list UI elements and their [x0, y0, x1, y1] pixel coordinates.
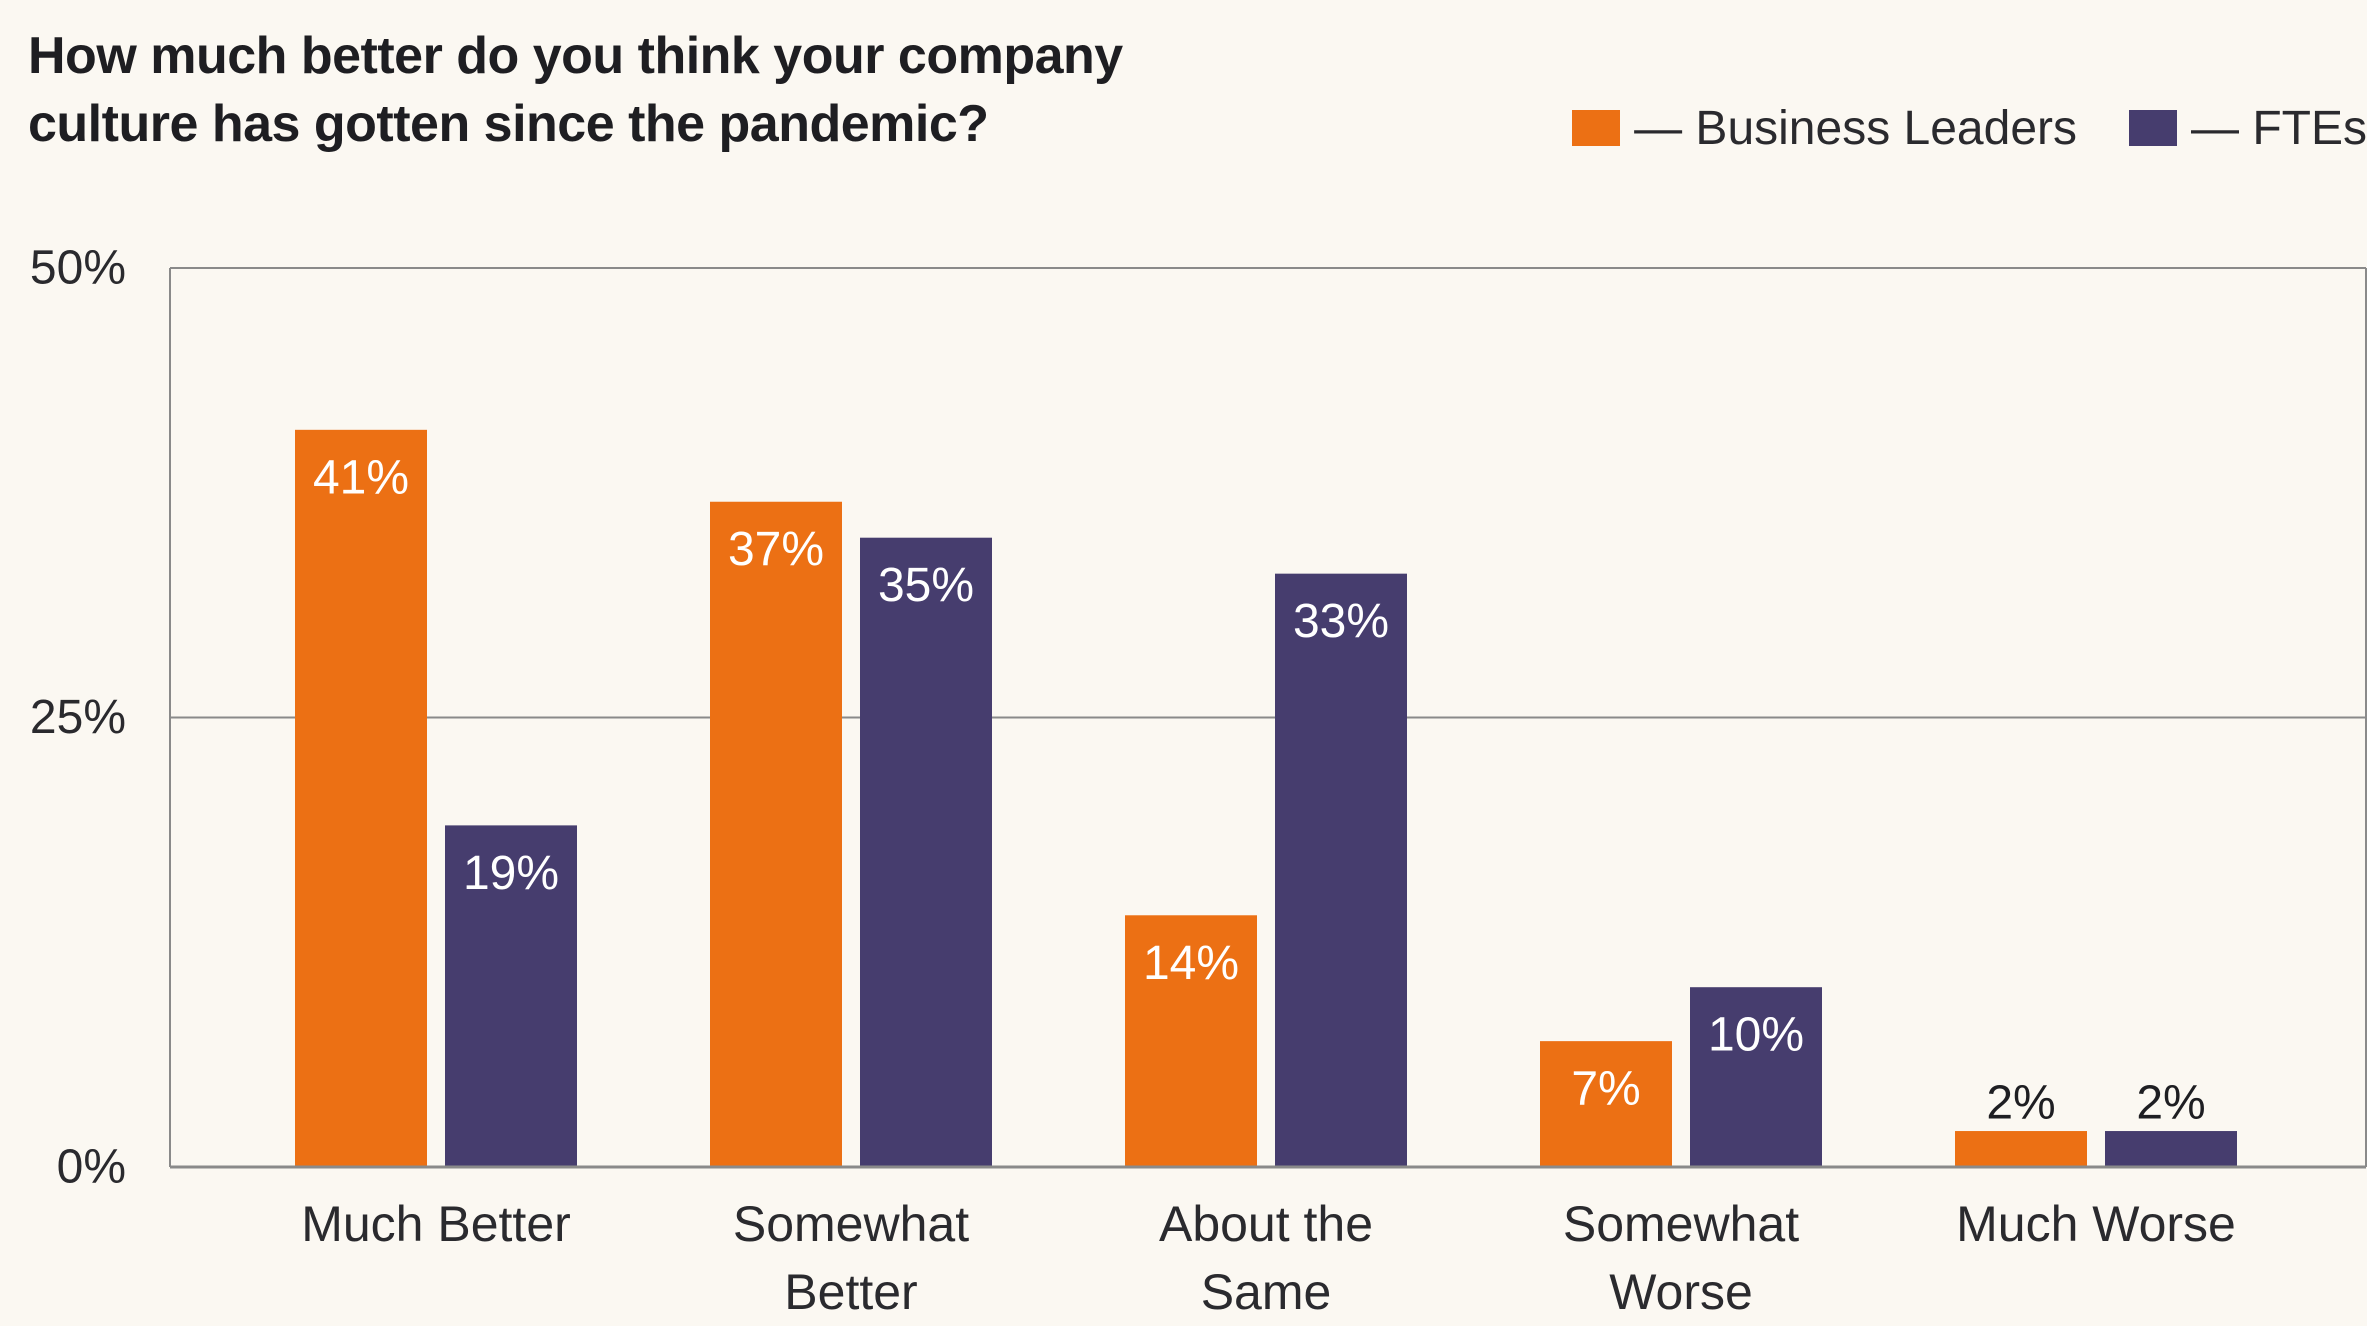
x-tick-label-3-line-0: Somewhat	[1563, 1196, 1799, 1252]
chart-title-line-2: culture has gotten since the pandemic?	[28, 95, 989, 153]
data-label-business-leaders-2: 14%	[1143, 937, 1239, 990]
data-label-business-leaders-1: 37%	[728, 523, 824, 576]
x-tick-label-1-line-0: Somewhat	[733, 1196, 969, 1252]
data-label-ftes-0: 19%	[463, 847, 559, 900]
data-label-business-leaders-4: 2%	[1986, 1077, 2055, 1130]
x-tick-label-1-line-1: Better	[784, 1264, 917, 1320]
data-label-ftes-3: 10%	[1708, 1009, 1804, 1062]
data-label-business-leaders-3: 7%	[1571, 1063, 1640, 1116]
x-tick-label-4-line-0: Much Worse	[1956, 1196, 2236, 1252]
legend-item-business-leaders: — Business Leaders	[1572, 101, 2077, 156]
bar-business-leaders-1	[710, 501, 842, 1167]
bar-business-leaders-2	[1125, 915, 1257, 1167]
bar-ftes-4	[2105, 1131, 2237, 1167]
bar-ftes-1	[860, 537, 992, 1167]
data-label-business-leaders-0: 41%	[313, 451, 409, 504]
bar-business-leaders-4	[1955, 1131, 2087, 1167]
bar-ftes-3	[1690, 987, 1822, 1167]
x-tick-label-3-line-1: Worse	[1609, 1264, 1753, 1320]
bar-ftes-0	[445, 825, 577, 1167]
y-tick-label-2: 50%	[30, 242, 126, 295]
chart-legend: — Business Leaders — FTEs	[1572, 100, 2367, 156]
chart-title: How much better do you think your compan…	[28, 22, 1328, 158]
legend-swatch-ftes	[2129, 110, 2177, 146]
bar-ftes-2	[1275, 573, 1407, 1167]
y-tick-label-0: 0%	[57, 1141, 126, 1194]
chart-title-line-1: How much better do you think your compan…	[28, 27, 1123, 85]
data-label-ftes-4: 2%	[2136, 1077, 2205, 1130]
data-label-ftes-1: 35%	[878, 559, 974, 612]
legend-label-ftes: — FTEs	[2191, 101, 2367, 155]
data-label-ftes-2: 33%	[1293, 595, 1389, 648]
x-tick-label-0-line-0: Much Better	[301, 1196, 571, 1252]
legend-swatch-business-leaders	[1572, 110, 1621, 146]
y-tick-label-1: 25%	[30, 691, 126, 744]
x-tick-label-2-line-0: About the	[1159, 1196, 1373, 1252]
bar-business-leaders-0	[295, 429, 427, 1167]
legend-label-business-leaders: — Business Leaders	[1634, 101, 2077, 155]
legend-item-ftes: — FTEs	[2129, 101, 2367, 156]
x-tick-label-2-line-1: Same	[1201, 1264, 1332, 1320]
bar-business-leaders-3	[1540, 1041, 1672, 1167]
